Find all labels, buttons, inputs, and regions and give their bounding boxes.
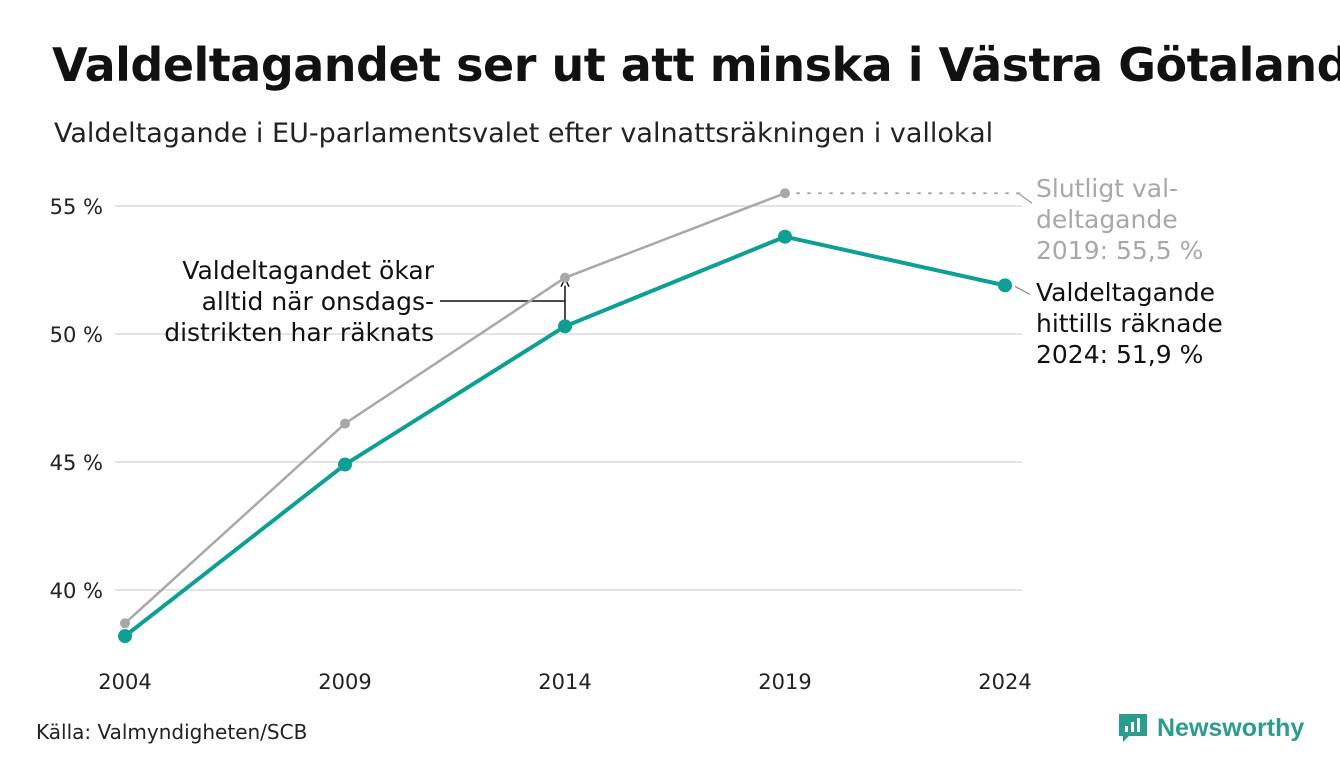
chart-title: Valdeltagandet ser ut att minska i Västr…: [52, 38, 1340, 92]
series-final-point: [120, 618, 130, 629]
chart-subtitle: Valdeltagande i EU-parlamentsvalet efter…: [54, 118, 994, 149]
y-tick-label: 55 %: [50, 195, 103, 219]
counted-2024-connector: [1014, 285, 1031, 295]
series-final-point: [340, 418, 350, 429]
annotation-line: deltagande: [1036, 205, 1178, 234]
annotation-line: alltid när onsdags-: [201, 287, 434, 316]
y-tick-label: 40 %: [50, 579, 103, 603]
newsworthy-logo-icon: [1119, 714, 1147, 742]
series-election-night-point: [998, 278, 1012, 293]
annotation-line: 2019: 55,5 %: [1036, 236, 1204, 265]
y-tick-label: 50 %: [50, 323, 103, 347]
y-tick-label: 45 %: [50, 451, 103, 475]
annotation-final-2019: Slutligt val- deltagande 2019: 55,5 %: [1036, 173, 1203, 266]
annotation-line: Valdeltagande: [1036, 278, 1216, 307]
newsworthy-logo: Newsworthy: [1117, 712, 1304, 744]
x-tick-label: 2014: [538, 670, 591, 694]
annotation-wednesday-districts: Valdeltagandet ökar alltid när onsdags- …: [100, 255, 434, 348]
annotation-line: distrikten har räknats: [164, 318, 434, 347]
series-final-point: [780, 188, 790, 199]
annotation-line: 2024: 51,9 %: [1036, 340, 1204, 369]
series-election-night-point: [778, 229, 792, 244]
final-2019-connector: [1017, 192, 1033, 204]
series-final-line: [124, 192, 786, 625]
x-tick-label: 2004: [98, 670, 151, 694]
logo-text: Newsworthy: [1157, 713, 1305, 742]
annotation-line: hittills räknade: [1036, 309, 1223, 338]
x-tick-label: 2024: [978, 670, 1031, 694]
annotation-counted-2024: Valdeltagande hittills räknade 2024: 51,…: [1036, 277, 1223, 370]
source-note: Källa: Valmyndigheten/SCB: [36, 720, 308, 744]
x-tick-label: 2019: [758, 670, 811, 694]
series-final-point: [560, 272, 570, 283]
series-election-night-point: [118, 629, 132, 644]
series-election-night-point: [558, 319, 572, 334]
x-tick-label: 2009: [318, 670, 371, 694]
annotation-line: Slutligt val-: [1036, 174, 1179, 203]
annotation-line: Valdeltagandet ökar: [182, 256, 434, 285]
series-election-night-point: [338, 457, 352, 472]
